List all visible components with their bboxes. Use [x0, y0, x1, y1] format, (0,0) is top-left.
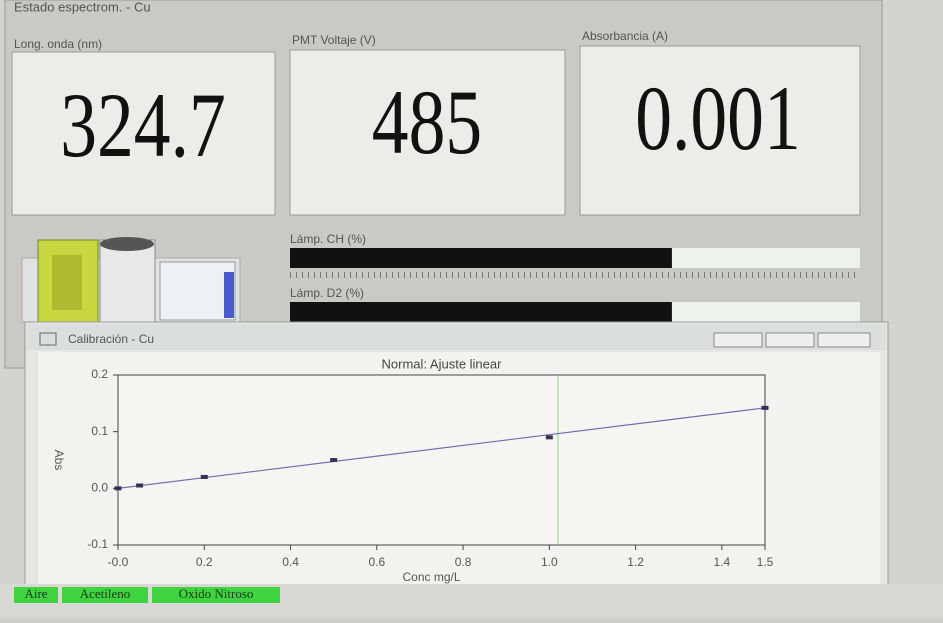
status-label: Oxido Nitroso: [179, 586, 254, 601]
readout-value: 485: [372, 72, 482, 174]
y-tick-label: 0.2: [91, 367, 108, 381]
status-label: Aire: [24, 586, 47, 601]
window-title: Estado espectrom. - Cu: [14, 0, 151, 14]
readout-label: Long. onda (nm): [14, 37, 102, 51]
y-axis-label: Abs: [52, 450, 66, 471]
y-tick-label: 0.1: [91, 424, 108, 438]
x-tick-label: 1.5: [757, 555, 774, 569]
data-point: [115, 486, 122, 490]
lamp-label: Lámp. D2 (%): [290, 286, 364, 300]
screen: Estado espectrom. - Cu Long. onda (nm) P…: [0, 0, 943, 618]
x-tick-label: 1.4: [714, 555, 731, 569]
readout-label: Absorbancia (A): [582, 29, 668, 43]
x-tick-label: 1.2: [627, 555, 644, 569]
maximize-button[interactable]: [766, 333, 814, 347]
readout-label: PMT Voltaje (V): [292, 33, 376, 47]
lamp-bar: [290, 302, 672, 322]
x-tick-label: 0.2: [196, 555, 213, 569]
x-tick-label: 0.8: [455, 555, 472, 569]
x-tick-label: 0.4: [282, 555, 299, 569]
readout-value: 0.001: [635, 68, 801, 170]
data-point: [330, 458, 337, 462]
page: Estado espectrom. - Cu Long. onda (nm) P…: [0, 0, 943, 618]
plot-area: [118, 375, 765, 545]
status-items: Aire Acetileno Oxido Nitroso: [14, 586, 280, 603]
y-tick-label: 0.0: [91, 481, 108, 495]
minimize-button[interactable]: [714, 333, 762, 347]
lamp-label: Lámp. CH (%): [290, 232, 366, 246]
y-tick-label: -0.1: [87, 537, 108, 551]
calibration-title: Calibración - Cu: [68, 332, 154, 346]
x-axis-label: Conc mg/L: [402, 570, 460, 584]
readout-value: 324.7: [60, 75, 226, 177]
lamp-bar: [290, 248, 672, 268]
chart-title: Normal: Ajuste linear: [382, 356, 503, 371]
data-point: [546, 435, 553, 439]
close-button[interactable]: [818, 333, 870, 347]
x-tick-label: -0.0: [108, 555, 129, 569]
data-point: [136, 484, 143, 488]
status-label: Acetileno: [80, 586, 131, 601]
data-point: [762, 406, 769, 410]
x-tick-label: 0.6: [368, 555, 385, 569]
x-tick-label: 1.0: [541, 555, 558, 569]
data-point: [201, 475, 208, 479]
